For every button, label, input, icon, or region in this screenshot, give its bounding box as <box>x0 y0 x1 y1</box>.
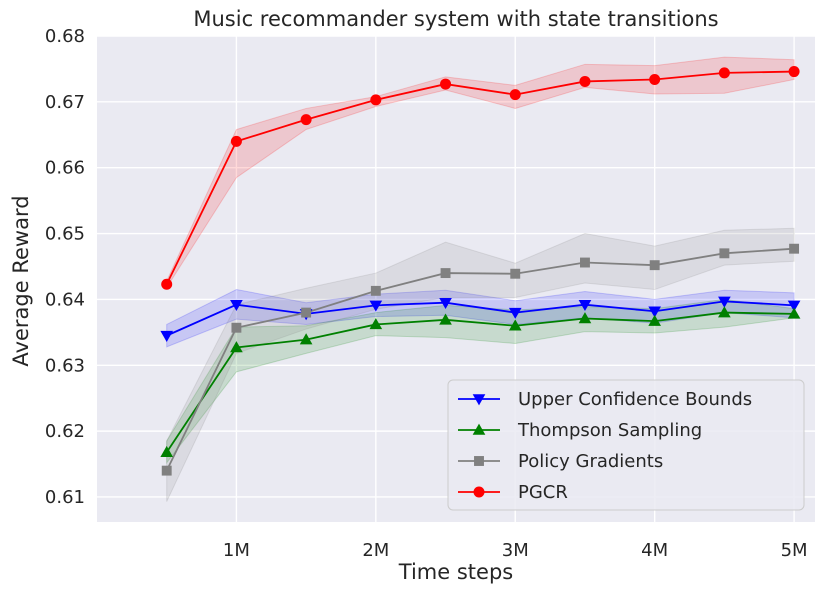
x-tick-label: 5M <box>781 540 808 561</box>
y-tick-label: 0.67 <box>45 92 85 113</box>
pgcr-point <box>370 94 382 106</box>
policy-gradients-point <box>719 248 730 259</box>
thompson-sampling-point <box>578 312 592 324</box>
pgcr-point <box>230 135 242 147</box>
upper-confidence-bounds-point <box>160 330 174 342</box>
y-tick-label: 0.63 <box>45 355 85 376</box>
pgcr-point <box>300 114 312 126</box>
policy-gradients-point <box>161 465 172 476</box>
policy-gradients-point <box>789 243 800 254</box>
thompson-sampling-point <box>160 445 174 457</box>
x-axis-ticks: 1M 2M 3M 4M 5M <box>223 540 808 561</box>
legend-upper-confidence-bounds-label: Upper Confidence Bounds <box>518 389 752 410</box>
thompson-sampling-point <box>230 341 243 353</box>
y-tick-label: 0.62 <box>45 421 85 442</box>
series-lines <box>165 70 795 472</box>
y-tick-label: 0.65 <box>45 224 85 245</box>
y-tick-label: 0.61 <box>45 487 85 508</box>
x-tick-label: 2M <box>362 540 389 561</box>
legend-policy-gradients-marker <box>474 456 484 466</box>
pgcr-point <box>649 73 661 85</box>
legend-box <box>447 379 805 511</box>
pgcr-point <box>788 66 800 78</box>
upper-confidence-bounds-point <box>230 299 243 312</box>
thompson-sampling-point <box>648 314 661 326</box>
upper-confidence-bounds-point <box>439 297 452 310</box>
legend: Upper Confidence Bounds Thompson Sampling… <box>447 379 805 511</box>
series-markers <box>160 66 801 476</box>
pgcr-line <box>165 70 795 285</box>
upper-confidence-bounds-point <box>787 300 801 312</box>
legend-pgcr-label: PGCR <box>518 482 568 503</box>
pgcr-point <box>161 278 173 290</box>
legend-pgcr-marker <box>473 486 485 498</box>
pgcr-point <box>440 78 452 90</box>
y-tick-label: 0.66 <box>45 158 85 179</box>
legend-upper-confidence-bounds-marker <box>472 394 486 406</box>
policy-gradients-line <box>165 247 795 472</box>
thompson-sampling-line <box>165 311 795 453</box>
thompson-sampling-point <box>787 307 801 319</box>
legend-thompson-sampling-label: Thompson Sampling <box>517 420 702 441</box>
y-axis-label: Average Reward <box>9 195 33 366</box>
pgcr-point <box>718 67 730 79</box>
policy-gradients-point <box>580 257 590 268</box>
y-tick-label: 0.64 <box>45 289 85 310</box>
x-tick-label: 1M <box>223 540 250 561</box>
x-tick-label: 4M <box>641 540 668 561</box>
pgcr-point <box>579 75 591 87</box>
upper-confidence-bounds-point <box>369 300 383 312</box>
policy-gradients-point <box>440 268 451 279</box>
pgcr-point <box>509 89 521 101</box>
legend-thompson-sampling-marker <box>472 423 486 435</box>
policy-gradients-point <box>231 322 242 333</box>
x-tick-label: 3M <box>502 540 529 561</box>
chart-title: Music recommander system with state tran… <box>193 7 718 31</box>
y-tick-label: 0.68 <box>45 26 85 47</box>
upper-confidence-bounds-point <box>648 306 661 318</box>
upper-confidence-bounds-point <box>718 296 731 308</box>
policy-gradients-point <box>301 307 312 318</box>
upper-confidence-bounds-point <box>578 299 592 312</box>
y-axis-ticks: 0.61 0.62 0.63 0.64 0.65 0.66 0.67 0.68 <box>45 26 85 508</box>
x-axis-label: Time steps <box>398 560 513 584</box>
thompson-sampling-point <box>369 318 383 330</box>
policy-gradients-point <box>649 260 660 271</box>
upper-confidence-bounds-line <box>166 300 795 337</box>
thompson-sampling-point <box>718 306 731 318</box>
thompson-sampling-point <box>439 313 452 325</box>
policy-gradients-point <box>370 285 381 296</box>
upper-confidence-bounds-point <box>508 307 522 319</box>
policy-gradients-point <box>510 268 521 279</box>
legend-policy-gradients-label: Policy Gradients <box>518 451 663 472</box>
thompson-sampling-point <box>508 319 522 331</box>
policy-gradients-band <box>166 227 795 502</box>
thompson-sampling-point <box>299 333 313 345</box>
